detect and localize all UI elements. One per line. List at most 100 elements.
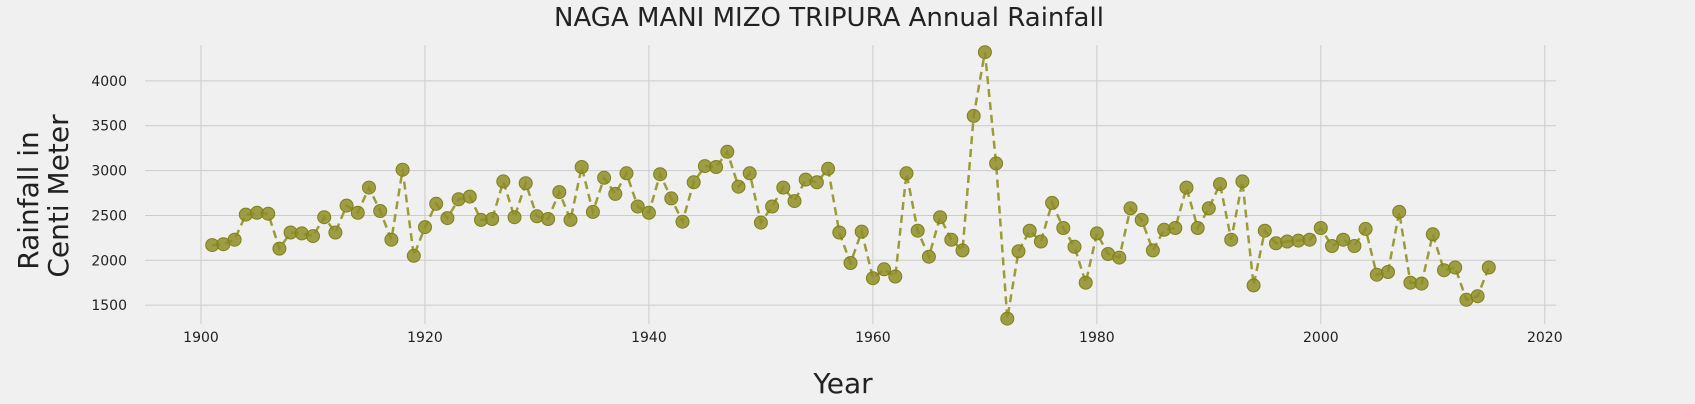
- data-point: [1470, 289, 1485, 304]
- data-point: [1246, 278, 1261, 293]
- data-point: [1056, 221, 1071, 235]
- y-tick-label: 1500: [91, 298, 127, 314]
- data-point: [1089, 226, 1104, 241]
- data-point: [664, 191, 679, 206]
- data-point: [1000, 311, 1015, 326]
- data-point: [1033, 234, 1048, 249]
- data-point: [384, 232, 399, 247]
- data-point: [1414, 276, 1429, 291]
- data-point: [362, 180, 376, 195]
- data-point: [653, 167, 668, 182]
- tick-labels: 1900 1920 1940 1960 1980 2000 2020 1500 2000 2500…: [91, 74, 1562, 346]
- data-point: [1145, 243, 1160, 258]
- data-point: [317, 210, 332, 225]
- x-tick-label: 2000: [1303, 330, 1339, 346]
- data-point: [1481, 260, 1496, 275]
- data-point: [1078, 275, 1093, 290]
- x-tick-label: 2020: [1527, 330, 1563, 346]
- data-point: [877, 262, 892, 277]
- data-point: [944, 232, 959, 247]
- data-point: [1134, 212, 1149, 227]
- data-point: [1347, 239, 1362, 253]
- data-point: [339, 198, 354, 213]
- x-axis-label: Year: [812, 367, 873, 400]
- data-point: [1022, 223, 1037, 238]
- data-point: [1313, 221, 1328, 235]
- data-point: [619, 166, 634, 181]
- data-point: [955, 243, 970, 258]
- y-axis-label: Rainfall in Centi Meter: [12, 114, 75, 278]
- data-point: [1224, 232, 1239, 247]
- data-point: [686, 175, 701, 190]
- data-point: [585, 204, 600, 219]
- data-point: [462, 189, 477, 204]
- y-axis-label-line-1: Rainfall in: [12, 131, 45, 270]
- data-point: [1302, 232, 1317, 247]
- data-point: [641, 205, 656, 220]
- data-point: [272, 241, 287, 256]
- data-point: [563, 212, 578, 227]
- data-point: [854, 224, 869, 239]
- data-point: [597, 170, 612, 185]
- data-point: [541, 212, 556, 226]
- data-point: [709, 160, 724, 174]
- x-tick-label: 1980: [1079, 330, 1115, 346]
- data-point: [776, 180, 791, 195]
- data-point: [1448, 260, 1463, 275]
- data-point: [899, 166, 914, 181]
- data-point: [742, 166, 757, 181]
- data-point: [1168, 221, 1183, 235]
- chart-title: NAGA MANI MIZO TRIPURA Annual Rainfall: [554, 3, 1104, 33]
- y-tick-label: 2500: [91, 208, 127, 224]
- data-point: [485, 212, 500, 226]
- data-point: [429, 196, 444, 211]
- y-tick-label: 4000: [91, 74, 127, 90]
- data-point: [1235, 174, 1250, 189]
- series-line: [212, 51, 1490, 319]
- data-point: [1381, 265, 1395, 279]
- data-point: [753, 215, 768, 230]
- data-point: [574, 160, 589, 174]
- data-point: [496, 174, 511, 189]
- data-point: [1257, 223, 1272, 238]
- data-point: [989, 156, 1004, 171]
- data-point: [418, 220, 432, 235]
- x-tick-label: 1940: [631, 330, 667, 346]
- data-point: [888, 269, 903, 284]
- data-point: [731, 179, 746, 194]
- x-tick-label: 1900: [183, 330, 219, 346]
- data-point: [630, 199, 645, 214]
- data-point: [440, 211, 455, 226]
- data-point: [350, 205, 365, 220]
- data-point: [675, 214, 690, 229]
- data-point: [787, 194, 802, 209]
- data-point: [921, 249, 936, 264]
- data-point: [608, 186, 623, 201]
- data-point: [1190, 221, 1205, 235]
- data-point: [1201, 201, 1216, 216]
- data-point: [328, 225, 343, 240]
- data-point: [1123, 201, 1138, 216]
- data-point: [910, 223, 925, 238]
- data-point: [1358, 221, 1373, 236]
- y-tick-label: 2000: [91, 253, 127, 269]
- data-point: [1325, 239, 1339, 253]
- data-point: [1179, 180, 1194, 195]
- data-point: [306, 229, 320, 244]
- data-point: [406, 248, 421, 263]
- data-point: [1045, 195, 1060, 210]
- data-point: [821, 161, 836, 176]
- data-point: [809, 175, 824, 190]
- data-point: [1067, 239, 1082, 254]
- data-point: [552, 185, 567, 200]
- data-point: [765, 199, 780, 214]
- y-axis-label-line-2: Centi Meter: [42, 114, 75, 278]
- data-point: [373, 204, 388, 218]
- x-tick-label: 1960: [855, 330, 891, 346]
- x-tick-label: 1920: [407, 330, 443, 346]
- data-point: [1011, 244, 1026, 259]
- data-point: [1336, 232, 1351, 247]
- data-point: [1112, 250, 1127, 265]
- data-point: [1392, 204, 1407, 219]
